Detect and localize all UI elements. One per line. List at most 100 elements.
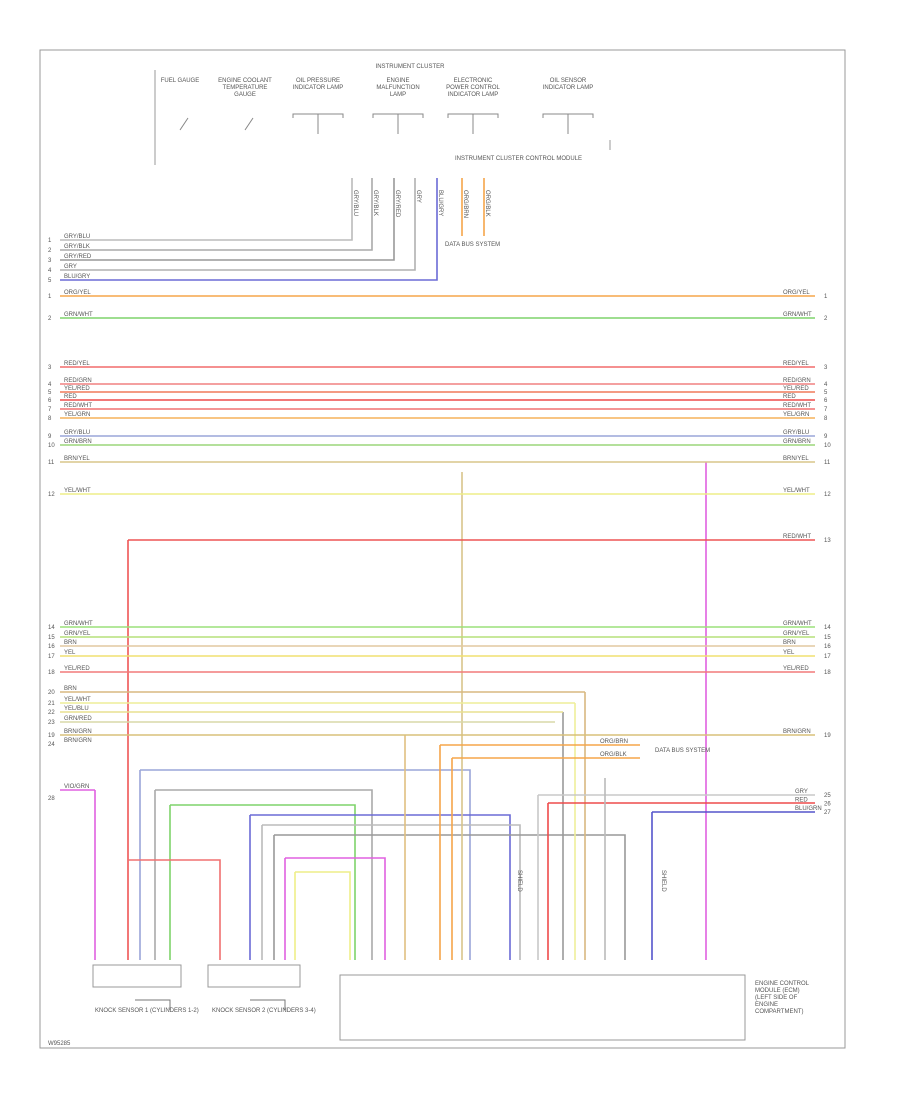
pin-number: 15 — [824, 635, 831, 641]
pin-number: 10 — [48, 443, 55, 449]
wire-label: YEL — [783, 650, 795, 656]
wire-label: YEL/GRN — [64, 412, 90, 418]
wire-label: ORG/BLK — [484, 190, 490, 217]
pin-number: 2 — [48, 248, 52, 254]
ecm-box — [339, 974, 746, 1041]
pin-number: 18 — [48, 670, 55, 676]
pin-number: 23 — [48, 720, 55, 726]
cluster-item-label: ENGINE MALFUNCTION LAMP — [376, 78, 419, 98]
pin-number: 15 — [48, 635, 55, 641]
wire-label: BLU/GRY — [437, 190, 443, 216]
wire-label: YEL/RED — [64, 666, 90, 672]
component-label: ENGINE CONTROL MODULE (ECM) (LEFT SIDE OF E… — [755, 981, 810, 1015]
pin-number: 19 — [824, 733, 831, 739]
pin-number: 1 — [48, 294, 52, 300]
pin-number: 1 — [48, 238, 52, 244]
pin-number: 5 — [48, 278, 52, 284]
bus-label: DATA BUS SYSTEM — [445, 242, 500, 248]
pin-number: 12 — [824, 492, 831, 498]
wire-label: GRN/WHT — [64, 312, 93, 318]
pin-number: 11 — [824, 460, 831, 466]
lamp-bracket — [292, 113, 344, 134]
cluster-module: INSTRUMENT CLUSTER CONTROL MODULE — [455, 156, 582, 162]
wire-label: ORG/YEL — [64, 290, 91, 296]
cluster-item-label: ENGINE COOLANT TEMPERATURE GAUGE — [218, 78, 272, 98]
pin-number: 2 — [48, 316, 52, 322]
wire-label: BRN/YEL — [783, 456, 809, 462]
wire-label: BRN — [783, 640, 796, 646]
wire-label: YEL/GRN — [783, 412, 809, 418]
pin-number: 7 — [824, 407, 828, 413]
pin-number: 13 — [824, 538, 831, 544]
shield-label: SHIELD — [660, 870, 666, 892]
pin-number: 26 — [824, 802, 831, 808]
pin-number: 16 — [824, 644, 831, 650]
cluster-item-label: FUEL GAUGE — [161, 78, 199, 84]
wire-label: RED/WHT — [64, 403, 92, 409]
wire-label: YEL/WHT — [783, 488, 810, 494]
wire-label: GRN/WHT — [783, 621, 812, 627]
cluster-item-label: OIL SENSOR INDICATOR LAMP — [543, 78, 593, 91]
wire-label: BRN — [64, 686, 77, 692]
wire — [60, 178, 416, 271]
wire-label: GRY — [64, 264, 77, 270]
wire-label: YEL/RED — [64, 386, 90, 392]
wire-label: YEL/BLU — [64, 706, 89, 712]
wire-label: BRN/GRN — [64, 729, 92, 735]
pin-number: 9 — [824, 434, 828, 440]
pin-number: 1 — [824, 294, 828, 300]
pin-number: 4 — [824, 382, 828, 388]
figure-id: W95285 — [48, 1041, 71, 1047]
frame — [39, 49, 846, 1049]
pin-number: 6 — [824, 398, 828, 404]
pin-number: 28 — [48, 796, 55, 802]
component-label: KNOCK SENSOR 1 (CYLINDERS 1-2) — [95, 1008, 199, 1014]
pin-number: 12 — [48, 492, 55, 498]
wire-label: GRY/BLK — [372, 190, 378, 216]
pin-number: 18 — [824, 670, 831, 676]
wire-label: GRY/BLU — [352, 190, 358, 216]
wire-label: GRY/BLK — [64, 244, 90, 250]
sensor-symbol — [135, 999, 286, 1010]
pin-number: 17 — [824, 654, 831, 660]
wire-label: GRY/RED — [394, 190, 400, 218]
pin-number: 27 — [824, 810, 831, 816]
pin-number: 25 — [824, 793, 831, 799]
wire-label: GRY/RED — [64, 254, 92, 260]
sensor-box — [207, 964, 301, 988]
wire-label: GRN/BRN — [783, 439, 811, 445]
component-label: KNOCK SENSOR 2 (CYLINDERS 3-4) — [212, 1008, 316, 1014]
wire — [60, 178, 373, 251]
pin-number: 4 — [48, 268, 52, 274]
wire-label: RED/WHT — [783, 403, 811, 409]
wire-label: GRN/RED — [64, 716, 92, 722]
pin-number: 20 — [48, 690, 55, 696]
pin-number: 14 — [48, 625, 55, 631]
wire-label: ORG/BRN — [462, 190, 468, 218]
wire-label: GRN/WHT — [783, 312, 812, 318]
wire-label: BRN/YEL — [64, 456, 90, 462]
wire-label: RED/GRN — [783, 378, 811, 384]
wire-label: ORG/BRN — [600, 739, 628, 745]
pin-number: 5 — [824, 390, 828, 396]
wire-label: BRN/GRN — [64, 738, 92, 744]
pin-number: 4 — [48, 382, 52, 388]
cluster-item-label: ELECTRONIC POWER CONTROL INDICATOR LAMP — [446, 78, 500, 98]
pin-number: 14 — [824, 625, 831, 631]
wire — [60, 178, 438, 281]
pin-number: 6 — [48, 398, 52, 404]
wire-label: RED/YEL — [783, 361, 809, 367]
pin-number: 5 — [48, 390, 52, 396]
pin-number: 9 — [48, 434, 52, 440]
pin-number: 3 — [48, 258, 52, 264]
cluster-item-label: OIL PRESSURE INDICATOR LAMP — [293, 78, 343, 91]
wire-label: GRY/BLU — [64, 430, 90, 436]
pin-number: 19 — [48, 733, 55, 739]
wire-label: YEL/WHT — [64, 488, 91, 494]
wire-label: GRY — [795, 789, 808, 795]
gauge-switch — [179, 117, 189, 131]
wire-label: BRN — [64, 640, 77, 646]
wire-label: BLU/GRY — [64, 274, 90, 280]
lamp-bracket — [447, 113, 499, 134]
